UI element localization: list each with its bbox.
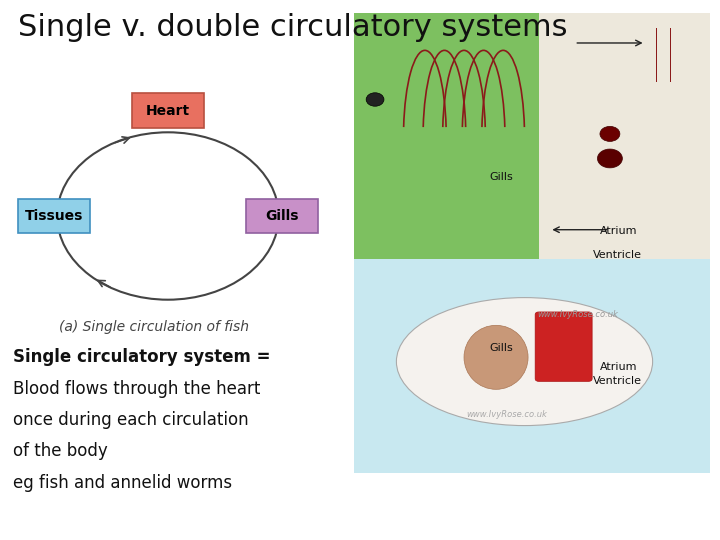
FancyBboxPatch shape: [17, 199, 90, 233]
Bar: [354, 14, 539, 259]
Text: Blood flows through the heart: Blood flows through the heart: [13, 380, 260, 397]
Text: Atrium: Atrium: [600, 362, 638, 372]
Text: Atrium: Atrium: [600, 226, 638, 236]
Text: Single v. double circulatory systems: Single v. double circulatory systems: [18, 14, 567, 43]
Text: eg fish and annelid worms: eg fish and annelid worms: [13, 474, 232, 491]
Text: (a) Single circulation of fish: (a) Single circulation of fish: [58, 320, 248, 334]
FancyBboxPatch shape: [246, 199, 318, 233]
Text: Single circulatory system =: Single circulatory system =: [13, 348, 271, 366]
Text: www.IvyRose.co.uk: www.IvyRose.co.uk: [537, 310, 618, 319]
Text: Gills: Gills: [266, 209, 299, 223]
Ellipse shape: [464, 325, 528, 389]
Text: of the body: of the body: [13, 442, 107, 460]
Text: Ventricle: Ventricle: [593, 376, 642, 386]
Text: once during each circulation: once during each circulation: [13, 411, 248, 429]
Text: Heart: Heart: [146, 104, 190, 118]
Text: Gills: Gills: [490, 343, 513, 353]
Bar: [354, 259, 709, 472]
FancyBboxPatch shape: [535, 312, 592, 381]
Bar: [539, 14, 709, 259]
Circle shape: [366, 93, 384, 106]
Circle shape: [600, 126, 620, 141]
Text: Ventricle: Ventricle: [593, 250, 642, 260]
Ellipse shape: [397, 298, 652, 426]
Text: Tissues: Tissues: [24, 209, 83, 223]
Circle shape: [598, 149, 622, 168]
FancyBboxPatch shape: [132, 93, 204, 128]
Text: Gills: Gills: [490, 172, 513, 182]
Text: www.IvyRose.co.uk: www.IvyRose.co.uk: [467, 410, 547, 420]
